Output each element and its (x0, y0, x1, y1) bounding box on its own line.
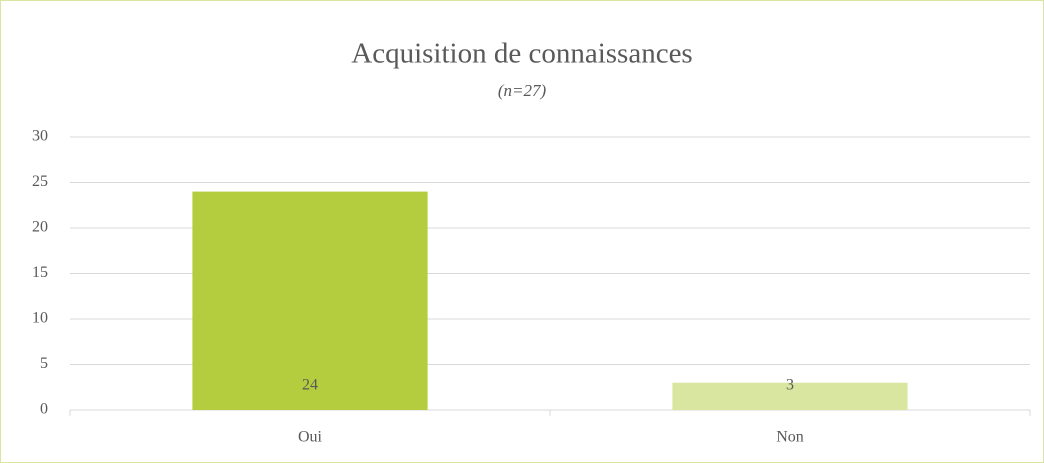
y-tick-label: 5 (40, 355, 48, 372)
data-label: 24 (302, 377, 318, 394)
chart-subtitle: (n=27) (498, 81, 547, 100)
bar (672, 382, 908, 410)
y-tick-label: 10 (32, 310, 48, 327)
y-tick-label: 15 (32, 264, 48, 281)
chart-title: Acquisition de connaissances (351, 38, 692, 70)
x-tick-label: Oui (298, 429, 323, 446)
y-tick-label: 0 (40, 401, 48, 418)
y-tick-label: 20 (32, 219, 48, 236)
y-tick-label: 25 (32, 173, 48, 190)
data-label: 3 (786, 377, 794, 394)
x-tick-label: Non (776, 429, 804, 446)
bar (192, 191, 428, 410)
y-tick-label: 30 (32, 128, 48, 145)
